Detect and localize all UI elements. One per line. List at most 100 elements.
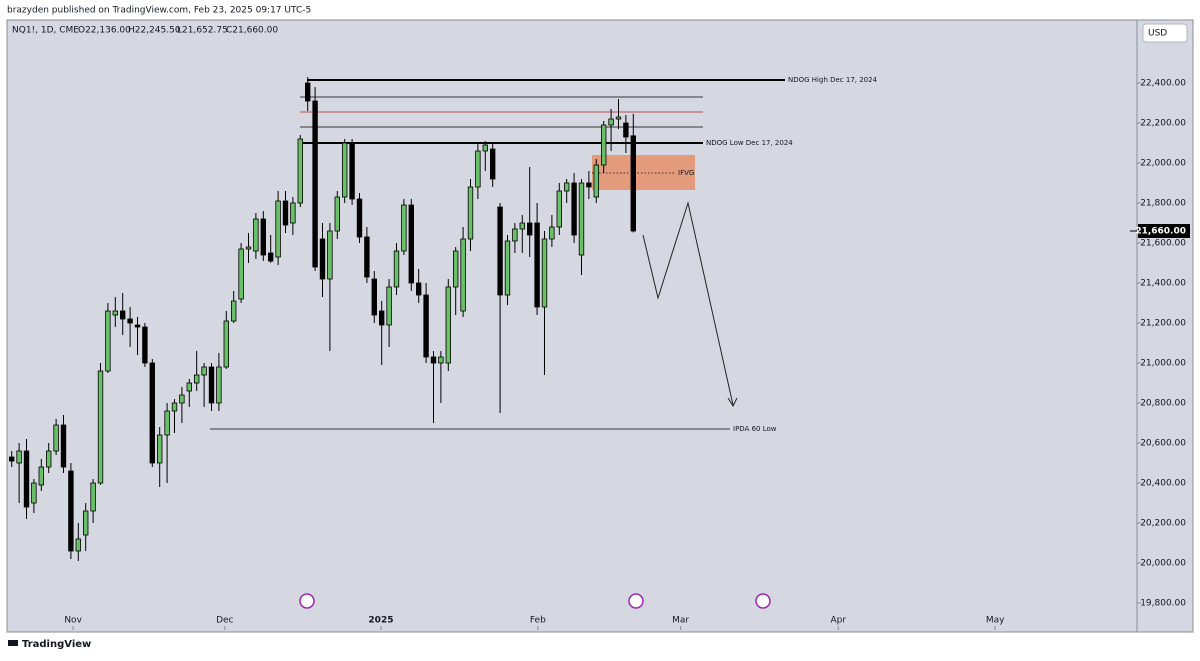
candle-body: [586, 182, 592, 188]
y-tick-label: 20,800.00: [1140, 399, 1186, 409]
y-tick-label: 19,800.00: [1140, 599, 1186, 609]
plot: 19,800.00 20,000.00 20,200.00 20,400.00 20,6…: [9, 76, 1186, 630]
candle-body: [578, 182, 585, 256]
x-tick-label: Mar: [672, 616, 689, 626]
candle-body: [349, 142, 355, 200]
level-label: NDOG High Dec 17, 2024: [788, 76, 878, 84]
x-tick-label: May: [986, 616, 1005, 626]
candle-body: [120, 310, 126, 320]
candle-body: [549, 226, 555, 240]
candle-body: [16, 450, 22, 464]
candle-body: [452, 250, 459, 288]
candle-body: [208, 366, 215, 404]
candle-body: [600, 124, 607, 166]
projection-arrow: [727, 397, 738, 408]
candle-body: [512, 228, 518, 242]
candle-body: [231, 300, 237, 322]
y-tick-label: 21,800.00: [1140, 199, 1186, 209]
candle-body: [31, 482, 37, 504]
candle-body: [615, 116, 622, 120]
currency: USD: [1148, 29, 1167, 39]
candle-body: [216, 366, 222, 404]
candle-body: [297, 138, 303, 204]
x-tick-label: Dec: [216, 616, 233, 626]
x-tick-label: 2025: [368, 616, 393, 626]
candle-body: [371, 278, 377, 316]
candle-body: [401, 204, 407, 252]
last-price-label: 21,660.00: [1135, 227, 1186, 237]
y-tick-label: 20,200.00: [1140, 519, 1186, 529]
symbol: NQ1!, 1D, CME: [12, 26, 79, 36]
candle-body: [319, 238, 326, 280]
candle-body: [608, 118, 614, 126]
candle-body: [75, 538, 81, 552]
candle-body: [378, 310, 385, 326]
candle-body: [534, 222, 540, 308]
level-label: IPDA 60 Low: [733, 425, 777, 433]
candle-body: [356, 198, 363, 238]
chart-area: [6, 19, 1194, 633]
candle-body: [305, 82, 311, 102]
candle-body: [438, 356, 444, 364]
y-tick-label: 20,000.00: [1140, 559, 1186, 569]
candle-body: [556, 190, 562, 228]
candle-body: [445, 286, 451, 364]
candle-body: [430, 356, 437, 364]
fvg-label: IFVG: [678, 169, 694, 177]
y-tick-label: 21,400.00: [1140, 279, 1186, 289]
candle-body: [623, 122, 629, 138]
candle-body: [268, 252, 274, 262]
y-tick-label: 21,000.00: [1140, 359, 1186, 369]
publisher: brazyden published on TradingView.com, F…: [7, 6, 311, 16]
candle-body: [260, 218, 266, 256]
candle-body: [312, 100, 318, 268]
y-tick-label: 20,400.00: [1140, 479, 1186, 489]
candle-body: [497, 206, 503, 296]
candle-body: [415, 282, 422, 296]
candle-body: [593, 164, 599, 198]
candle-body: [171, 402, 178, 412]
candle-body: [482, 144, 488, 152]
candle-body: [386, 286, 392, 326]
candle-body: [393, 250, 400, 288]
candle-body: [282, 200, 289, 226]
candle-body: [541, 238, 548, 308]
candle-body: [142, 326, 148, 364]
candle-body: [105, 310, 111, 372]
candle-body: [112, 310, 118, 316]
candle-body: [275, 200, 281, 258]
candle-body: [46, 450, 52, 468]
candle-body: [164, 410, 170, 436]
candle-body: [194, 374, 200, 384]
candle-body: [68, 470, 74, 552]
candle-body: [223, 320, 229, 368]
y-tick-label: 22,200.00: [1140, 119, 1186, 129]
candle-body: [60, 424, 67, 468]
candle-body: [53, 424, 59, 452]
candle-body: [327, 230, 333, 280]
candle-body: [179, 394, 185, 404]
candle-body: [9, 456, 15, 462]
candle-body: [630, 135, 636, 232]
candle-body: [563, 182, 570, 192]
y-tick-label: 21,200.00: [1140, 319, 1186, 329]
candle-body: [571, 182, 577, 236]
y-tick-label: 22,400.00: [1140, 79, 1186, 89]
currency-box[interactable]: [1142, 23, 1188, 43]
event-icons[interactable]: [299, 593, 771, 609]
x-tick-label: Nov: [64, 616, 82, 626]
brand: TradingView: [22, 639, 91, 650]
candle-body: [201, 366, 207, 376]
candle-body: [90, 482, 96, 512]
candle-body: [23, 450, 30, 508]
ohlc-high: H22,245.50: [128, 26, 181, 36]
candle-body: [467, 186, 474, 240]
candle-body: [149, 362, 155, 464]
candle-body: [475, 150, 481, 188]
candle-body: [334, 196, 340, 232]
candle-body: [526, 222, 533, 236]
candle-body: [134, 324, 141, 328]
fvg-zone: [592, 155, 695, 190]
